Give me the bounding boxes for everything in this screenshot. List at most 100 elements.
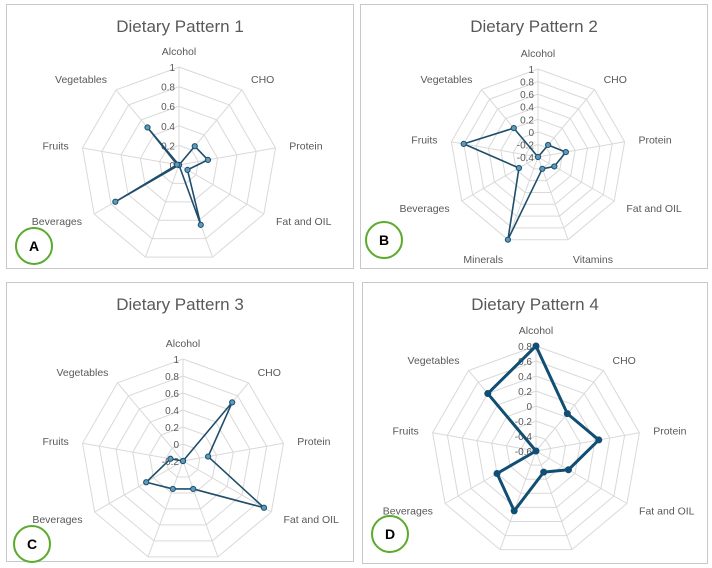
chart-panel-b: Dietary Pattern 2 1 0.8 0.6 0.4 0.2 0 -0.2 -0.4…	[360, 4, 708, 269]
grid-spoke	[182, 442, 284, 462]
grid-spoke	[178, 147, 276, 166]
data-point	[539, 165, 546, 172]
tick-label: -0.2	[517, 140, 535, 151]
grid-ring	[120, 105, 238, 221]
series-line	[114, 126, 209, 226]
data-point	[112, 198, 119, 205]
grid-ring	[115, 392, 251, 526]
grid-ring	[81, 66, 277, 258]
tick-label: 1	[528, 65, 534, 76]
series-line	[486, 344, 601, 513]
grid-ring	[491, 405, 581, 494]
grid-spoke	[432, 432, 537, 452]
data-point	[532, 447, 540, 455]
category-label: Minerals	[456, 564, 496, 565]
data-point	[551, 163, 558, 170]
category-label: Beverages	[383, 506, 433, 518]
chart-title: Dietary Pattern 1	[116, 17, 244, 36]
chart-panel-c: Dietary Pattern 3 1 0.8 0.6 0.4 0.2 0 -0.2 Alco…	[6, 282, 354, 563]
category-label: Fat and OIL	[626, 203, 682, 215]
grid-spoke	[507, 156, 539, 240]
tick-label: 0.6	[161, 102, 175, 113]
tick-label: -0.2	[515, 417, 533, 428]
data-point	[184, 166, 191, 173]
data-point	[179, 457, 187, 465]
grid-spoke	[537, 141, 625, 158]
tick-label: 0.2	[161, 141, 175, 152]
grid-spoke	[537, 156, 615, 202]
tick-label: -0.2	[162, 457, 180, 468]
data-point	[534, 153, 542, 161]
category-label: Fruits	[411, 134, 437, 146]
grid-spoke	[535, 432, 640, 452]
tick-label: 0	[526, 402, 532, 413]
tick-label: 0.8	[520, 78, 534, 89]
grid-ring	[159, 144, 199, 184]
grid-ring	[165, 443, 201, 478]
chart-title: Dietary Pattern 2	[470, 17, 598, 36]
grid-spoke	[535, 450, 628, 504]
series-line	[462, 127, 567, 241]
category-label: Fruits	[43, 436, 69, 448]
category-label: CHO	[258, 367, 281, 379]
grid-ring	[475, 93, 601, 217]
chart-panel-a: Dietary Pattern 1 1 0.8 0.6 0.4 0.2 0 Alcohol C…	[6, 4, 354, 269]
tick-label: 0.2	[518, 387, 532, 398]
category-label: Alcohol	[519, 325, 553, 337]
data-point	[563, 410, 571, 418]
data-point	[460, 140, 467, 148]
grid-ring	[432, 345, 640, 551]
data-point	[173, 161, 181, 168]
data-point	[190, 485, 197, 493]
grid-ring	[512, 131, 564, 182]
panel-badge: C	[13, 525, 51, 563]
grid-ring	[98, 375, 268, 542]
category-label: Fruits	[393, 425, 419, 437]
grid-ring	[525, 143, 551, 170]
radar-chart: 0.80.60.40.20-0.2-0.4-0.6AlcoholCHOProte…	[383, 325, 695, 565]
category-label: Vegetables	[420, 74, 472, 86]
grid-ring	[476, 390, 596, 508]
data-point	[204, 156, 212, 163]
category-label: Alcohol	[166, 338, 200, 350]
tick-label: 0.4	[518, 372, 532, 383]
category-label: Vegetables	[56, 367, 108, 379]
radar-chart: 1 0.8 0.6 0.4 0.2 0 -0.2 Alcohol CHO Protein Fat a…	[32, 338, 339, 558]
category-label: CHO	[604, 74, 627, 86]
tick-label: 0.8	[165, 372, 179, 383]
grid-spoke	[178, 164, 265, 215]
tick-label: -0.6	[515, 447, 533, 458]
data-point	[595, 436, 603, 444]
category-label: Fat and OIL	[283, 514, 339, 526]
tick-label: 0.6	[518, 357, 532, 368]
data-point	[229, 399, 236, 406]
grid-spoke	[461, 156, 539, 202]
tick-label: 0.8	[518, 342, 532, 353]
data-point	[532, 342, 540, 350]
grid-ring	[520, 435, 552, 466]
category-label: Protein	[289, 141, 322, 153]
data-point	[484, 390, 492, 398]
category-label: Protein	[638, 134, 671, 146]
grid-ring	[450, 68, 626, 241]
data-point	[564, 466, 572, 474]
data-point	[515, 164, 523, 172]
grid-spoke	[535, 450, 573, 550]
data-point	[504, 236, 512, 243]
tick-label: -0.4	[517, 153, 535, 164]
category-label: Alcohol	[162, 46, 196, 58]
category-label: Fat and OIL	[276, 216, 332, 228]
grid-spoke	[147, 460, 184, 558]
tick-label: 0.4	[165, 406, 179, 417]
panel-badge: A	[15, 227, 53, 265]
data-point	[545, 141, 552, 149]
category-label: Beverages	[32, 216, 82, 228]
category-label: Minerals	[463, 254, 503, 266]
category-label: Beverages	[399, 203, 449, 215]
category-label: Beverages	[32, 514, 82, 526]
grid-ring	[148, 426, 218, 494]
tick-label: 0	[528, 128, 534, 139]
chart-title: Dietary Pattern 4	[471, 295, 599, 314]
category-label: CHO	[251, 74, 274, 86]
grid-spoke	[94, 460, 184, 513]
